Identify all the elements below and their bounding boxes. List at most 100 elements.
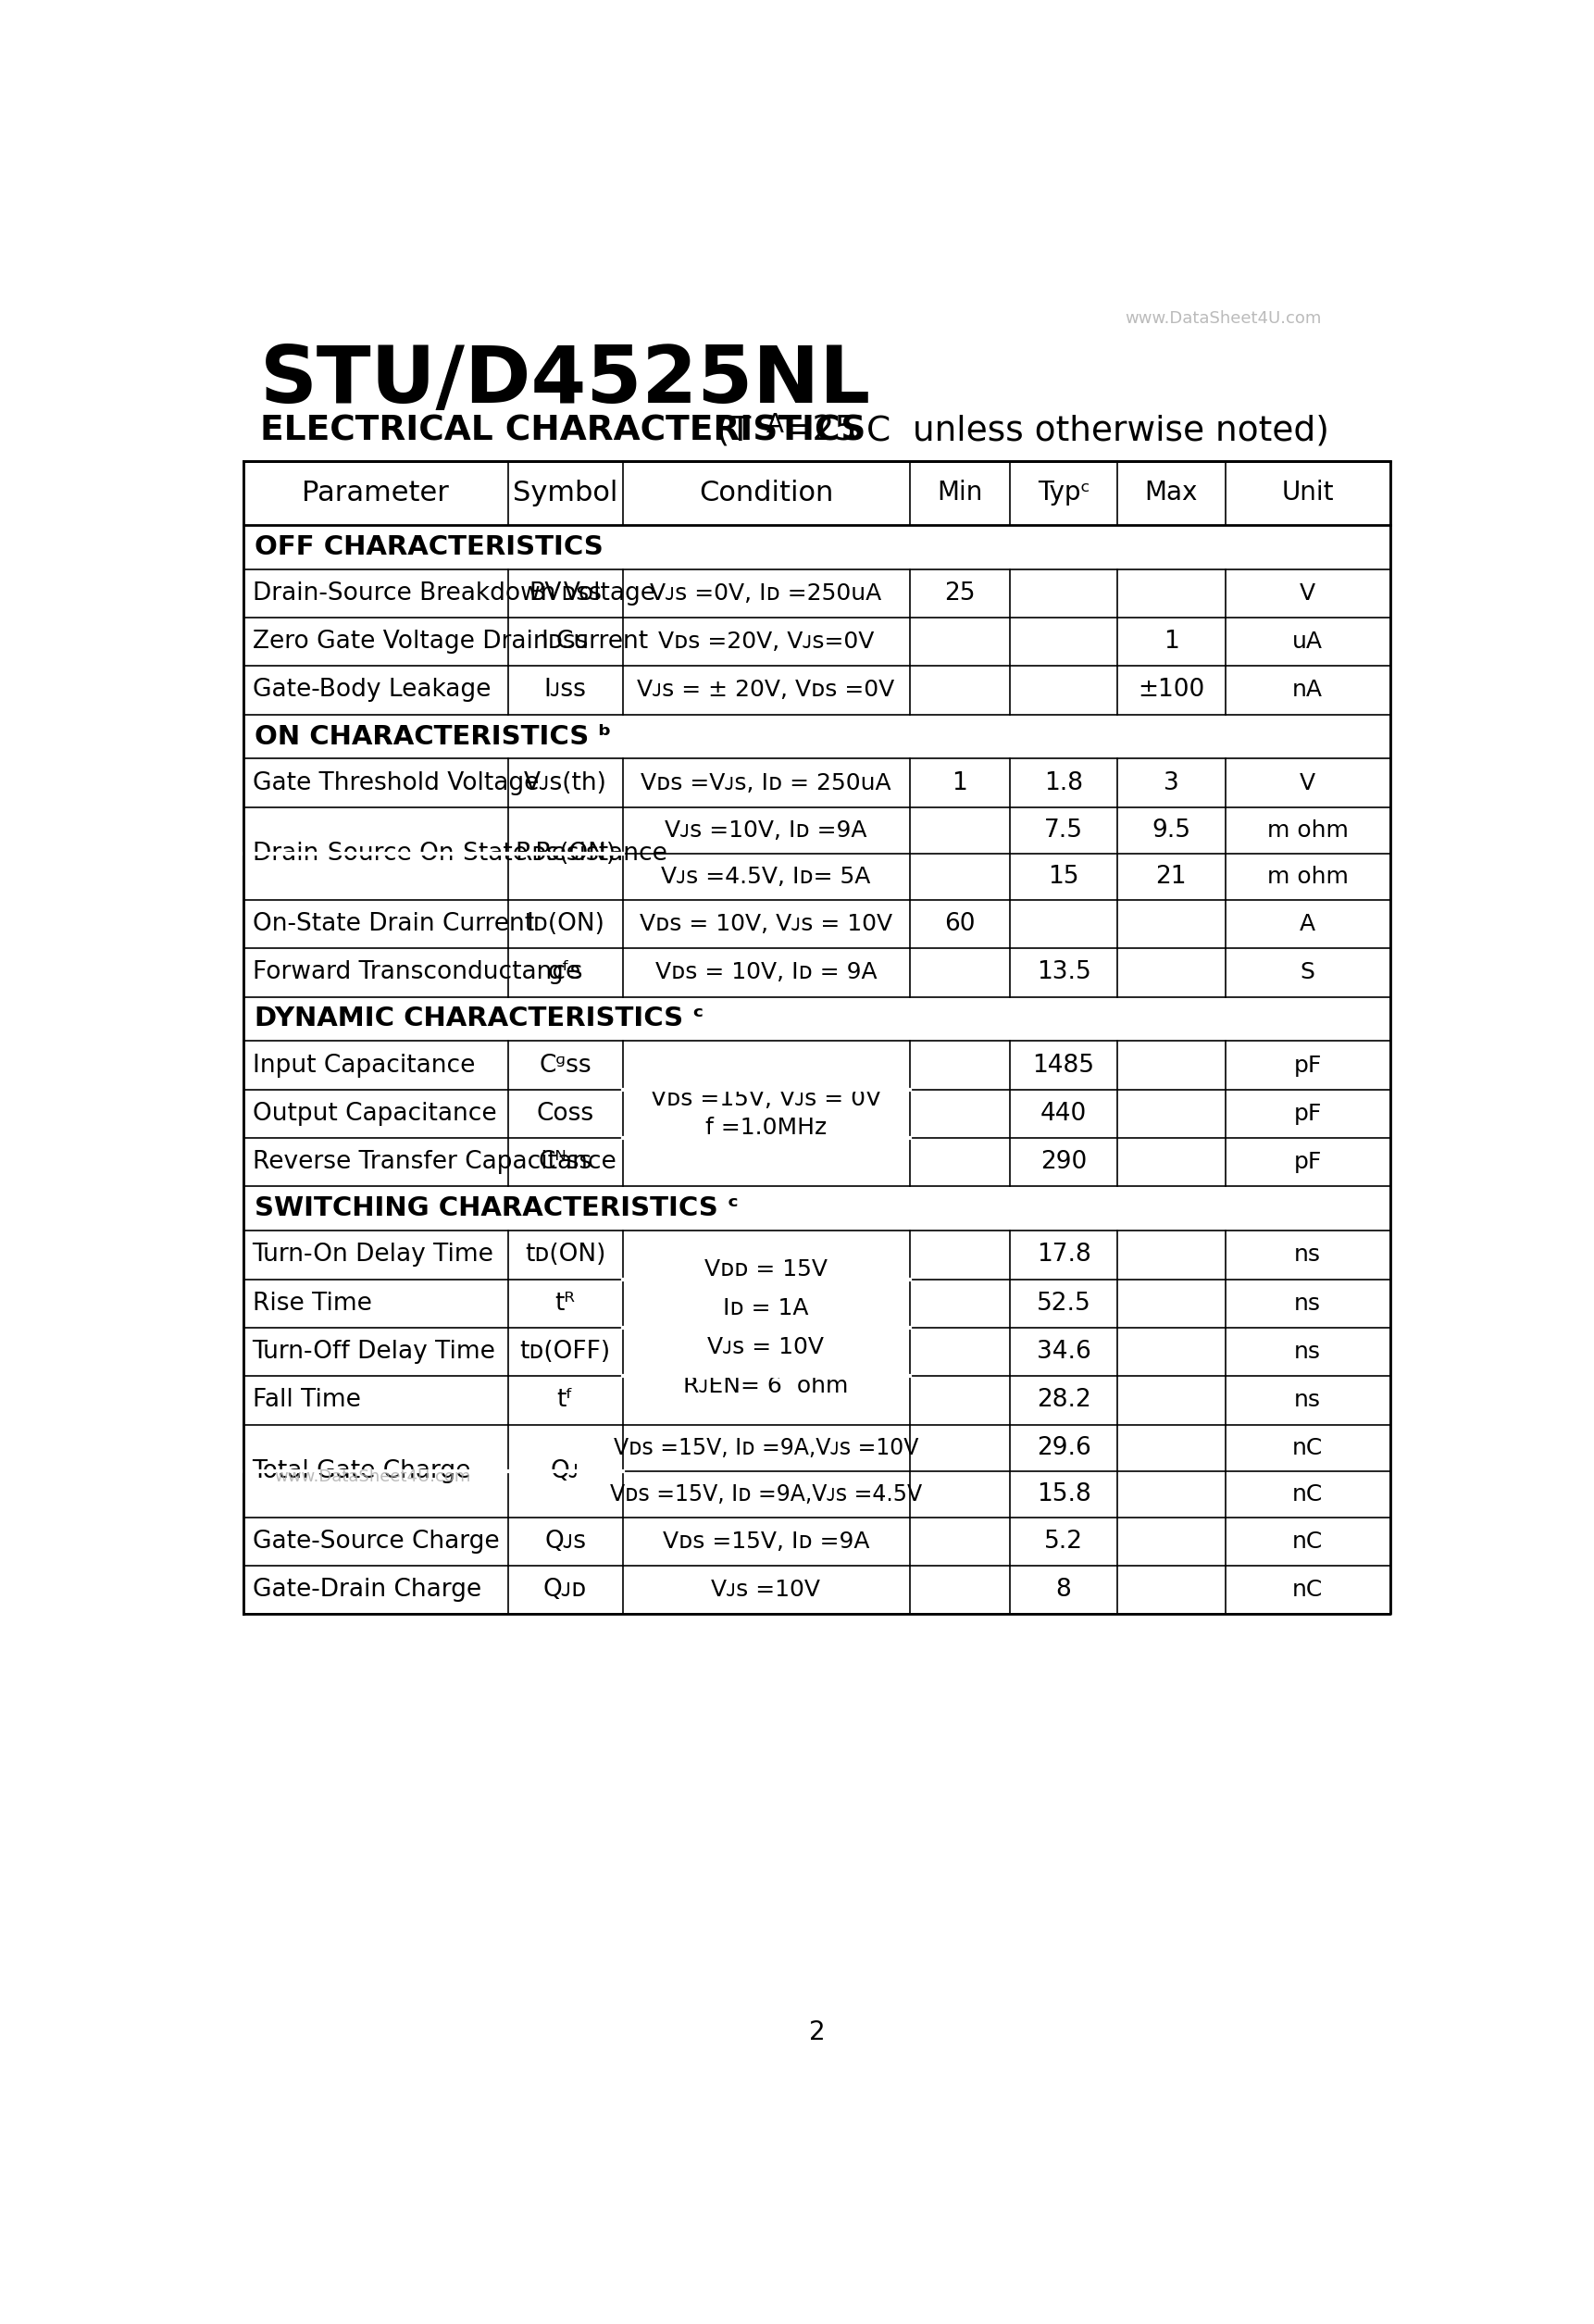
Text: Gate-Drain Charge: Gate-Drain Charge bbox=[252, 1578, 481, 1601]
Text: 1485: 1485 bbox=[1033, 1053, 1095, 1078]
Text: nC: nC bbox=[1293, 1483, 1323, 1506]
Text: Qᴊ: Qᴊ bbox=[550, 1459, 580, 1483]
Text: C  unless otherwise noted): C unless otherwise noted) bbox=[867, 414, 1329, 449]
Text: Typᶜ: Typᶜ bbox=[1038, 479, 1090, 507]
Text: Drain-Source Breakdown Voltage: Drain-Source Breakdown Voltage bbox=[252, 581, 655, 604]
Text: Qᴊs: Qᴊs bbox=[544, 1529, 587, 1552]
Text: Drain-Source On-State Resistance: Drain-Source On-State Resistance bbox=[252, 841, 666, 865]
Text: V: V bbox=[1299, 583, 1315, 604]
Text: Vᴅs =15V, Vᴊs = 0V: Vᴅs =15V, Vᴊs = 0V bbox=[650, 1088, 881, 1111]
Text: Vᴅs = 10V, Vᴊs = 10V: Vᴅs = 10V, Vᴊs = 10V bbox=[639, 913, 893, 934]
Text: Gate Threshold Voltage: Gate Threshold Voltage bbox=[252, 772, 539, 795]
Text: Reverse Transfer Capacitance: Reverse Transfer Capacitance bbox=[252, 1150, 615, 1174]
Text: Turn-On Delay Time: Turn-On Delay Time bbox=[252, 1243, 494, 1267]
Text: Min: Min bbox=[937, 479, 982, 507]
Text: OFF CHARACTERISTICS: OFF CHARACTERISTICS bbox=[255, 535, 603, 560]
Text: nC: nC bbox=[1293, 1578, 1323, 1601]
Text: pF: pF bbox=[1294, 1150, 1321, 1174]
Text: Vᴊs(th): Vᴊs(th) bbox=[523, 772, 607, 795]
Text: uA: uA bbox=[1293, 630, 1323, 653]
Text: 440: 440 bbox=[1041, 1102, 1087, 1125]
Text: Rise Time: Rise Time bbox=[252, 1292, 371, 1315]
Text: Fall Time: Fall Time bbox=[252, 1387, 360, 1413]
Text: Cᴺss: Cᴺss bbox=[539, 1150, 591, 1174]
Text: ns: ns bbox=[1294, 1390, 1321, 1411]
Text: SWITCHING CHARACTERISTICS ᶜ: SWITCHING CHARACTERISTICS ᶜ bbox=[255, 1195, 738, 1222]
Text: 29.6: 29.6 bbox=[1036, 1436, 1090, 1459]
Text: 1: 1 bbox=[1164, 630, 1180, 653]
Text: ns: ns bbox=[1294, 1243, 1321, 1267]
Text: 2: 2 bbox=[808, 2020, 826, 2045]
Text: 7.5: 7.5 bbox=[1044, 818, 1084, 841]
Text: 15: 15 bbox=[1049, 865, 1079, 888]
Text: Vᴊs =10V, Iᴅ =9A: Vᴊs =10V, Iᴅ =9A bbox=[665, 820, 867, 841]
Text: Iᴅ(ON): Iᴅ(ON) bbox=[526, 911, 604, 937]
Text: Vᴊs = ± 20V, Vᴅs =0V: Vᴊs = ± 20V, Vᴅs =0V bbox=[638, 679, 894, 702]
Text: STU/D4525NL: STU/D4525NL bbox=[260, 344, 872, 421]
Text: Vᴊs =10V: Vᴊs =10V bbox=[711, 1578, 821, 1601]
Text: pF: pF bbox=[1294, 1055, 1321, 1076]
Text: Condition: Condition bbox=[698, 479, 834, 507]
Text: 13.5: 13.5 bbox=[1036, 960, 1090, 985]
Text: tᴅ(ON): tᴅ(ON) bbox=[524, 1243, 606, 1267]
Text: Total Gate Charge: Total Gate Charge bbox=[252, 1459, 472, 1483]
Text: Rᴅs(ON): Rᴅs(ON) bbox=[515, 841, 615, 865]
Text: BVᴅss: BVᴅss bbox=[529, 581, 601, 604]
Text: 3: 3 bbox=[1164, 772, 1180, 795]
Text: tᴿ: tᴿ bbox=[555, 1292, 575, 1315]
Text: Vᴅᴅ = 15V: Vᴅᴅ = 15V bbox=[705, 1257, 827, 1281]
Text: 25: 25 bbox=[944, 581, 976, 604]
Text: Iᴊss: Iᴊss bbox=[544, 679, 587, 702]
Text: Iᴅ = 1A: Iᴅ = 1A bbox=[724, 1297, 808, 1320]
Text: =25: =25 bbox=[783, 414, 856, 449]
Text: Turn-Off Delay Time: Turn-Off Delay Time bbox=[252, 1341, 496, 1364]
Text: ns: ns bbox=[1294, 1341, 1321, 1362]
Text: Iᴅss: Iᴅss bbox=[542, 630, 588, 653]
Text: Gate-Source Charge: Gate-Source Charge bbox=[252, 1529, 499, 1552]
Text: 290: 290 bbox=[1041, 1150, 1087, 1174]
Text: 28.2: 28.2 bbox=[1036, 1387, 1090, 1413]
Text: 60: 60 bbox=[944, 911, 976, 937]
Text: On-State Drain Current: On-State Drain Current bbox=[252, 911, 534, 937]
Text: Vᴊs =4.5V, Iᴅ= 5A: Vᴊs =4.5V, Iᴅ= 5A bbox=[662, 865, 870, 888]
Text: nC: nC bbox=[1293, 1532, 1323, 1552]
Text: Zero Gate Voltage Drain Current: Zero Gate Voltage Drain Current bbox=[252, 630, 647, 653]
Text: Max: Max bbox=[1144, 479, 1197, 507]
Text: Qᴊᴅ: Qᴊᴅ bbox=[544, 1578, 587, 1601]
Text: nC: nC bbox=[1293, 1436, 1323, 1459]
Text: 17.8: 17.8 bbox=[1036, 1243, 1090, 1267]
Text: 1.8: 1.8 bbox=[1044, 772, 1084, 795]
Text: ±100: ±100 bbox=[1138, 679, 1205, 702]
Text: (T: (T bbox=[695, 414, 751, 449]
Text: ELECTRICAL CHARACTERISTICS: ELECTRICAL CHARACTERISTICS bbox=[260, 414, 866, 449]
Text: Vᴊs = 10V: Vᴊs = 10V bbox=[708, 1336, 824, 1357]
Text: Output Capacitance: Output Capacitance bbox=[252, 1102, 496, 1125]
Text: DYNAMIC CHARACTERISTICS ᶜ: DYNAMIC CHARACTERISTICS ᶜ bbox=[255, 1006, 703, 1032]
Text: 8: 8 bbox=[1055, 1578, 1071, 1601]
Text: 5.2: 5.2 bbox=[1044, 1529, 1084, 1552]
Text: Parameter: Parameter bbox=[303, 479, 450, 507]
Text: gᶠs: gᶠs bbox=[547, 960, 583, 985]
Text: 1: 1 bbox=[952, 772, 968, 795]
Text: Vᴅs =Vᴊs, Iᴅ = 250uA: Vᴅs =Vᴊs, Iᴅ = 250uA bbox=[641, 772, 891, 795]
Text: o: o bbox=[851, 423, 862, 442]
Text: Gate-Body Leakage: Gate-Body Leakage bbox=[252, 679, 491, 702]
Text: 21: 21 bbox=[1156, 865, 1188, 888]
Text: S: S bbox=[1301, 962, 1315, 983]
Text: Cᴏss: Cᴏss bbox=[536, 1102, 595, 1125]
Text: A: A bbox=[1299, 913, 1315, 934]
Text: Unit: Unit bbox=[1282, 479, 1334, 507]
Text: A: A bbox=[767, 411, 784, 439]
Text: pF: pF bbox=[1294, 1102, 1321, 1125]
Text: www.DataSheet4U.com: www.DataSheet4U.com bbox=[274, 1469, 472, 1485]
Text: Forward Transconductance: Forward Transconductance bbox=[252, 960, 580, 985]
Text: Input Capacitance: Input Capacitance bbox=[252, 1053, 475, 1078]
Text: Vᴅs =15V, Iᴅ =9A,Vᴊs =10V: Vᴅs =15V, Iᴅ =9A,Vᴊs =10V bbox=[614, 1436, 918, 1459]
Text: Symbol: Symbol bbox=[513, 479, 617, 507]
Text: 9.5: 9.5 bbox=[1152, 818, 1191, 841]
Text: f =1.0MHz: f =1.0MHz bbox=[705, 1118, 827, 1139]
Text: tᶠ: tᶠ bbox=[556, 1387, 574, 1413]
Text: ns: ns bbox=[1294, 1292, 1321, 1315]
Text: 34.6: 34.6 bbox=[1036, 1341, 1090, 1364]
Text: nA: nA bbox=[1293, 679, 1323, 702]
